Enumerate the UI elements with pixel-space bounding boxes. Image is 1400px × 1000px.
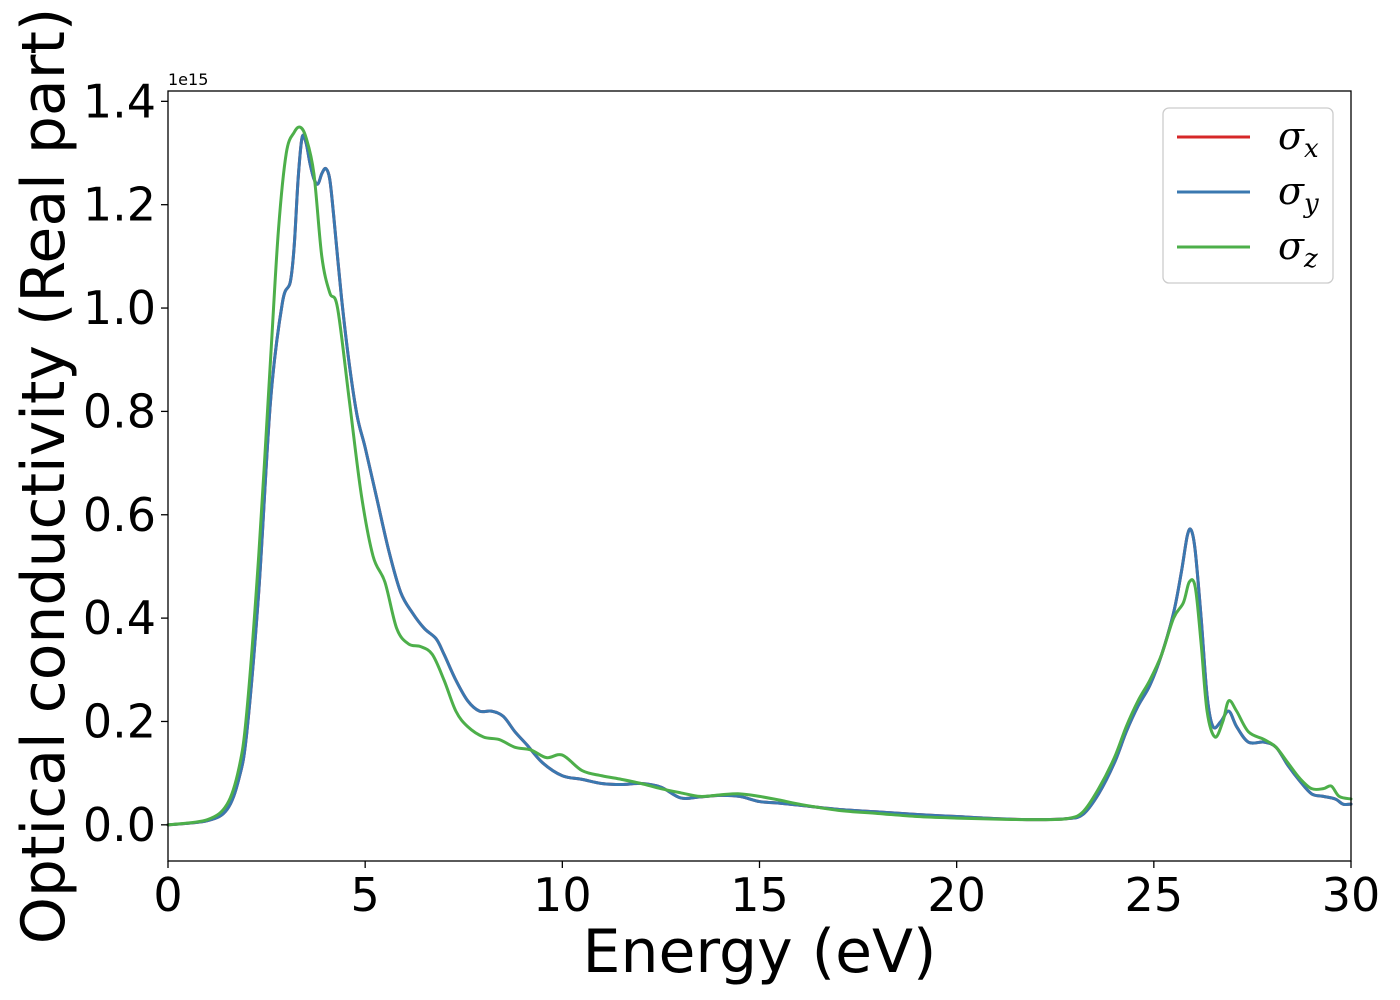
legend-box xyxy=(1162,107,1334,284)
y-tick-label: 0.4 xyxy=(83,591,156,645)
y-tick-label: 0.0 xyxy=(83,798,156,852)
x-tick-label: 10 xyxy=(533,868,592,922)
y-tick-label: 1.2 xyxy=(83,178,156,232)
x-tick-label: 20 xyxy=(927,868,986,922)
series-line-y xyxy=(166,133,1353,827)
y-tick-label: 1.4 xyxy=(83,74,156,128)
y-tick-label: 1.0 xyxy=(83,281,156,335)
y-axis-label: Optical conductivity (Real part) xyxy=(9,8,79,945)
y-axis: 0.0 0.2 0.4 0.6 0.8 1.0 1.2 1.4 xyxy=(83,74,168,852)
series-line-z xyxy=(166,125,1353,827)
plot-area xyxy=(168,91,1351,861)
x-tick-label: 5 xyxy=(351,868,380,922)
legend-label-x: σx xyxy=(1278,114,1319,164)
legend-label-z: σz xyxy=(1278,224,1318,274)
y-offset-text: 1e15 xyxy=(168,70,208,89)
legend-label-y: σy xyxy=(1278,169,1319,219)
x-axis-label: Energy (eV) xyxy=(583,917,937,987)
x-axis: 0 5 10 15 20 25 30 xyxy=(153,861,1380,922)
x-tick-label: 15 xyxy=(730,868,789,922)
x-tick-label: 0 xyxy=(153,868,182,922)
series-layer xyxy=(166,125,1353,827)
y-tick-label: 0.6 xyxy=(83,488,156,542)
y-tick-label: 0.2 xyxy=(83,694,156,748)
x-tick-label: 25 xyxy=(1125,868,1184,922)
y-tick-label: 0.8 xyxy=(83,384,156,438)
x-tick-label: 30 xyxy=(1322,868,1381,922)
